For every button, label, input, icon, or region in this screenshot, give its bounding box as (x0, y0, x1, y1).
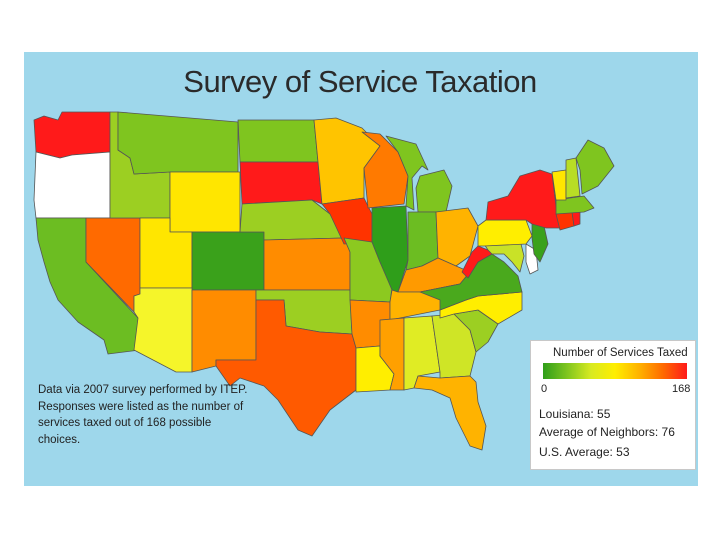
state-mt (117, 111, 239, 175)
state-ny (485, 169, 561, 229)
state-az (133, 287, 193, 373)
legend-max-label: 168 (672, 383, 691, 395)
state-wa (33, 111, 111, 159)
legend-min-label: 0 (541, 383, 548, 395)
neighbors-average-stat: Average of Neighbors: 76 (539, 425, 675, 439)
state-or (33, 151, 111, 219)
state-md (483, 239, 525, 273)
state-pa (477, 219, 533, 247)
source-note: Data via 2007 survey performed by ITEP. … (38, 384, 248, 446)
legend-color-gradient (543, 363, 687, 379)
state-ks (263, 237, 351, 291)
state-vt (551, 169, 567, 201)
legend-title: Number of Services Taxed (553, 347, 688, 359)
state-fl (413, 375, 487, 451)
state-wi (361, 131, 409, 209)
louisiana-stat: Louisiana: 55 (539, 407, 611, 421)
state-co (191, 231, 265, 291)
state-tx (215, 299, 357, 437)
legend-box: Number of Services Taxed 0 168 Louisiana… (530, 340, 696, 470)
state-wy (169, 171, 241, 233)
state-me (575, 139, 615, 195)
us-average-stat: U.S. Average: 53 (539, 445, 630, 459)
state-ma (555, 195, 595, 215)
state-nh (565, 157, 581, 199)
state-nd (237, 119, 319, 163)
state-sd (239, 161, 323, 205)
map-title: Survey of Service Taxation (183, 64, 537, 99)
